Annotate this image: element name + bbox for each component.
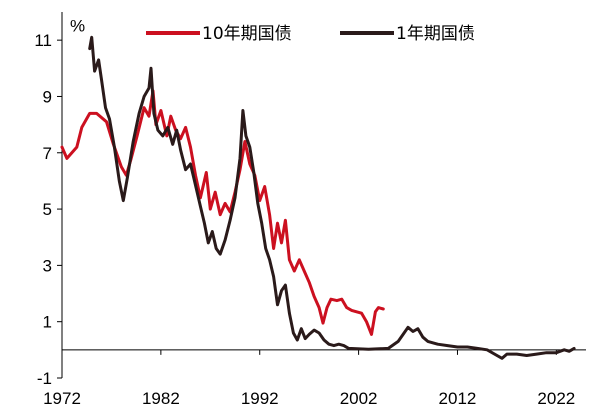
x-ticks: 1972 1982 1992 2002 2012 2022 bbox=[43, 349, 575, 408]
x-tick-label: 2012 bbox=[439, 389, 477, 408]
y-axis-unit-label: % bbox=[70, 17, 85, 36]
series-line-2 bbox=[88, 35, 576, 360]
y-tick-label: -1 bbox=[37, 369, 52, 388]
y-tick-label: 11 bbox=[34, 31, 52, 50]
y-tick-label: 3 bbox=[43, 256, 52, 275]
y-tick-label: 1 bbox=[43, 313, 52, 332]
x-tick-label: 1982 bbox=[142, 389, 180, 408]
x-tick-label: 2002 bbox=[340, 389, 378, 408]
legend-label-1: 10年期国债 bbox=[202, 24, 292, 44]
legend-label-2: 1年期国债 bbox=[396, 24, 475, 44]
x-tick-label: 1972 bbox=[43, 389, 81, 408]
y-tick-label: 7 bbox=[43, 144, 52, 163]
legend: 10年期国债 1年期国债 bbox=[146, 24, 475, 44]
x-tick-label: 2022 bbox=[537, 389, 575, 408]
y-axis: -1 1 3 5 7 9 11 bbox=[34, 12, 63, 388]
y-ticks: -1 1 3 5 7 9 11 bbox=[34, 31, 62, 388]
y-tick-label: 5 bbox=[43, 200, 52, 219]
series-layer bbox=[60, 35, 576, 360]
x-tick-label: 1992 bbox=[241, 389, 279, 408]
x-axis: 1972 1982 1992 2002 2012 2022 bbox=[43, 349, 586, 408]
y-tick-label: 9 bbox=[43, 87, 52, 106]
